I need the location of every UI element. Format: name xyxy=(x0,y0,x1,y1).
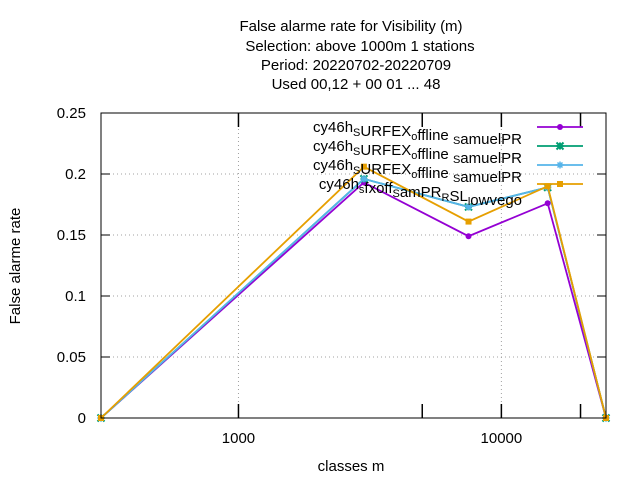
y-tick-label: 0.25 xyxy=(57,105,86,122)
y-tick-label: 0.1 xyxy=(65,288,86,305)
series-4-point xyxy=(360,163,367,170)
title-line-4: Used 00,12 + 00 01 ... 48 xyxy=(272,76,441,93)
legend-marker xyxy=(557,181,563,187)
series-1-point xyxy=(465,233,472,240)
chart-title: False alarme rate for Visibility (m) Sel… xyxy=(239,18,474,93)
y-tick-label: 0.05 xyxy=(57,349,86,366)
y-axis-label: False alarme rate xyxy=(7,208,24,325)
legend-entry-2: cy46hSURFEXoffline SamuelPR xyxy=(313,138,583,167)
legend-label: cy46hSURFEXoffline SamuelPR xyxy=(313,119,522,148)
x-axis-label: classes m xyxy=(318,458,385,475)
series-3-point xyxy=(360,175,368,183)
series-3 xyxy=(97,175,610,422)
series-4-point xyxy=(544,183,551,190)
x-tick-label: 10000 xyxy=(481,430,523,447)
series-4-point xyxy=(465,218,472,225)
series-1-line xyxy=(100,181,607,419)
legend-entry-4: cy46hsfxoffSamPRRSLlowvego xyxy=(319,176,583,209)
legend-marker xyxy=(557,124,563,130)
legend: cy46hSURFEXoffline SamuelPRcy46hSURFEXof… xyxy=(313,119,583,209)
title-line-2: Selection: above 1000m 1 stations xyxy=(245,38,474,55)
legend-marker xyxy=(556,161,564,169)
series-layer xyxy=(96,163,611,423)
plot-frame xyxy=(100,112,607,419)
y-tick-label: 0 xyxy=(78,410,86,427)
legend-marker xyxy=(555,141,565,151)
y-tick-label: 0.15 xyxy=(57,227,86,244)
title-line-1: False alarme rate for Visibility (m) xyxy=(239,18,462,35)
series-2-line xyxy=(100,177,607,419)
series-2 xyxy=(96,174,611,423)
series-3-line xyxy=(100,177,607,419)
x-tick-label: 1000 xyxy=(222,430,255,447)
series-4 xyxy=(98,163,609,421)
title-line-3: Period: 20220702-20220709 xyxy=(261,57,451,74)
series-3-point xyxy=(465,203,473,211)
series-4-line xyxy=(100,165,607,419)
series-1 xyxy=(98,179,609,421)
legend-entry-3: cy46hSURFEXoffline SamuelPR xyxy=(313,157,583,186)
legend-entry-1: cy46hSURFEXoffline SamuelPR xyxy=(313,119,583,148)
legend-label: cy46hSURFEXoffline SamuelPR xyxy=(313,157,522,186)
series-1-point xyxy=(544,200,551,207)
grid-lines xyxy=(101,113,606,418)
legend-label: cy46hSURFEXoffline SamuelPR xyxy=(313,138,522,167)
y-tick-label: 0.2 xyxy=(65,166,86,183)
legend-label: cy46hsfxoffSamPRRSLlowvego xyxy=(319,176,522,209)
